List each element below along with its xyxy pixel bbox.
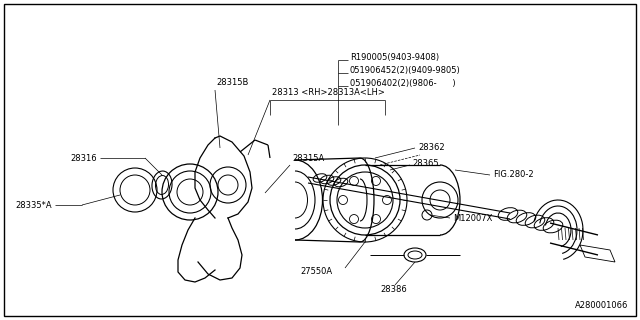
Text: A280001066: A280001066 — [575, 301, 628, 310]
Text: 051906452(2)(9409-9805): 051906452(2)(9409-9805) — [350, 66, 461, 75]
Text: 28316: 28316 — [70, 154, 97, 163]
Text: 28313 <RH>28313A<LH>: 28313 <RH>28313A<LH> — [272, 88, 385, 97]
Text: M12007X: M12007X — [453, 213, 492, 222]
Text: 28315A: 28315A — [292, 154, 324, 163]
Text: 27550A: 27550A — [300, 268, 332, 276]
Text: 28386: 28386 — [380, 285, 407, 294]
Text: R190005(9403-9408): R190005(9403-9408) — [350, 52, 439, 61]
Text: 28362: 28362 — [418, 142, 445, 151]
Text: FIG.280-2: FIG.280-2 — [493, 170, 534, 179]
Text: 28365: 28365 — [412, 158, 438, 167]
Text: 051906402(2)(9806-      ): 051906402(2)(9806- ) — [350, 78, 456, 87]
Text: 28335*A: 28335*A — [15, 201, 52, 210]
Text: 28315B: 28315B — [216, 78, 248, 87]
